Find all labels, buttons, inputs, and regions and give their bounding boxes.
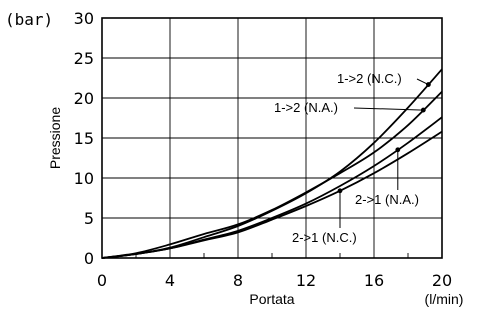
y-tick-label: 20 bbox=[74, 89, 94, 108]
x-unit-label: (l/min) bbox=[425, 291, 464, 307]
tick-layer: 0 4 8 12 16 20 0 5 10 15 20 25 30 bbox=[74, 9, 453, 290]
y-tick-label: 25 bbox=[74, 49, 94, 68]
x-tick-label: 8 bbox=[233, 271, 243, 290]
series-annotation-label: 1->2 (N.C.) bbox=[337, 71, 402, 86]
annotation-leader bbox=[353, 107, 424, 111]
series-line-4 bbox=[101, 130, 443, 259]
y-tick-label: 0 bbox=[84, 249, 94, 268]
plot-frame bbox=[101, 17, 443, 259]
annotation-leader bbox=[416, 78, 429, 86]
series-annotation-label: 2->1 (N.A.) bbox=[355, 192, 419, 207]
y-unit-label: (bar) bbox=[5, 10, 53, 29]
series-annotation-label: 1->2 (N.A.) bbox=[274, 100, 338, 115]
x-tick-label: 4 bbox=[165, 271, 175, 290]
series-annotation-label: 2->1 (N.C.) bbox=[292, 230, 357, 245]
x-tick-label: 20 bbox=[432, 271, 452, 290]
x-tick-label: 16 bbox=[364, 271, 384, 290]
x-tick-label: 12 bbox=[296, 271, 316, 290]
grid-layer bbox=[102, 18, 442, 258]
y-axis-label: Pressione bbox=[47, 107, 63, 169]
annotation-layer: 1->2 (N.C.) 1->2 (N.A.) 2->1 (N.A.) 2->1 (N… bbox=[274, 71, 431, 245]
curve-layer bbox=[101, 68, 443, 259]
x-axis-label: Portata bbox=[249, 291, 294, 307]
y-tick-label: 10 bbox=[74, 169, 94, 188]
y-tick-label: 5 bbox=[84, 209, 94, 228]
y-tick-label: 15 bbox=[74, 129, 94, 148]
y-tick-label: 30 bbox=[74, 9, 94, 28]
x-tick-label: 0 bbox=[97, 271, 107, 290]
series-line-2 bbox=[101, 90, 443, 259]
